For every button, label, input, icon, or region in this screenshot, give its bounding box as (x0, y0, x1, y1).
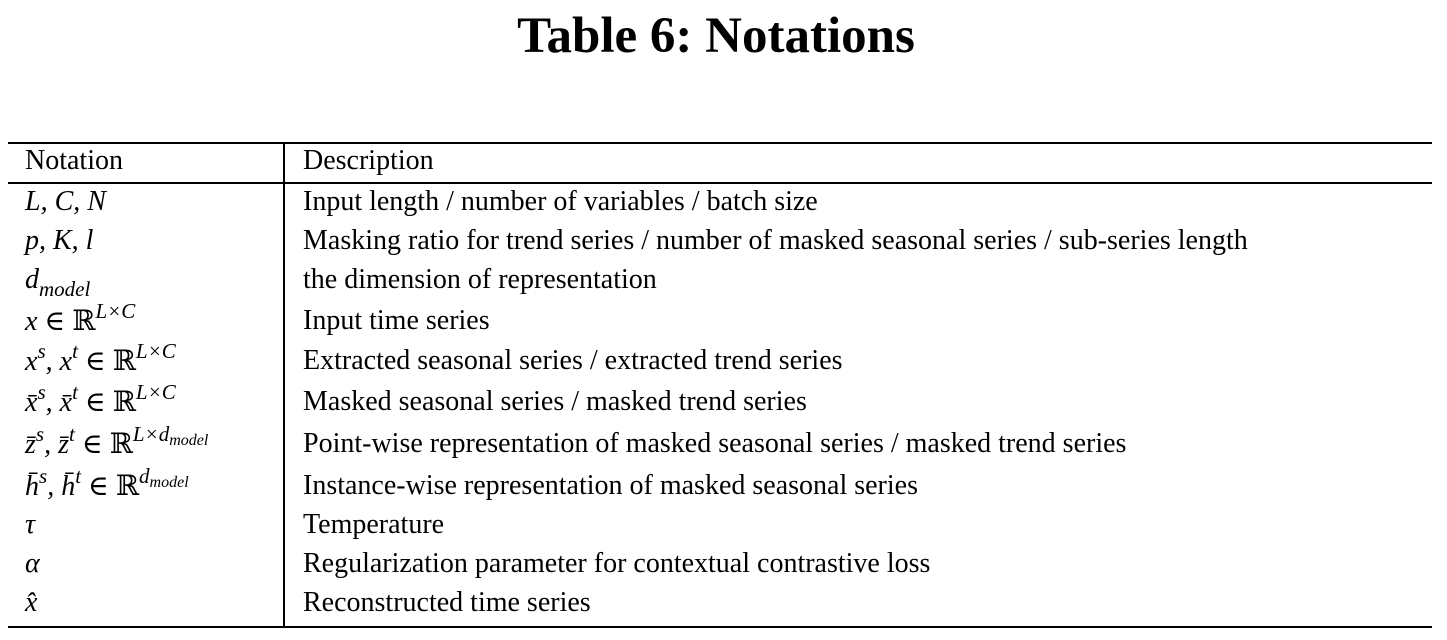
notation-cell-1: p, K, l (25, 225, 94, 256)
bottom-rule (8, 626, 1432, 628)
notation-cell-0: L, C, N (25, 186, 106, 217)
description-cell-10: Reconstructed time series (303, 587, 591, 618)
description-cell-5: Masked seasonal series / masked trend se… (303, 386, 807, 417)
header-description: Description (303, 145, 434, 176)
notation-table: Notation Description L, C, N Input lengt… (8, 142, 1432, 628)
notation-cell-7: h̄s, h̄t ∈ ℝdmodel (25, 464, 189, 502)
description-cell-4: Extracted seasonal series / extracted tr… (303, 345, 843, 376)
description-cell-2: the dimension of representation (303, 264, 657, 295)
table-title: Table 6: Notations (517, 8, 915, 64)
top-rule (8, 142, 1432, 144)
notation-cell-8: τ (25, 509, 36, 540)
header-rule (8, 182, 1432, 184)
notation-cell-10: x̂ (25, 587, 38, 618)
column-divider (283, 142, 285, 628)
description-cell-3: Input time series (303, 305, 490, 336)
description-cell-9: Regularization parameter for contextual … (303, 548, 931, 579)
notation-cell-9: α (25, 548, 40, 579)
notation-cell-2: dmodel (25, 264, 91, 301)
description-cell-6: Point-wise representation of masked seas… (303, 428, 1127, 459)
header-notation: Notation (25, 145, 123, 176)
notation-cell-5: x̄s, x̄t ∈ ℝL×C (25, 380, 176, 418)
description-cell-1: Masking ratio for trend series / number … (303, 225, 1248, 256)
description-cell-7: Instance-wise representation of masked s… (303, 470, 918, 501)
description-cell-0: Input length / number of variables / bat… (303, 186, 818, 217)
notation-cell-6: z̄s, z̄t ∈ ℝL×dmodel (25, 422, 209, 460)
description-cell-8: Temperature (303, 509, 445, 540)
notation-cell-4: xs, xt ∈ ℝL×C (25, 339, 176, 377)
notation-cell-3: x ∈ ℝL×C (25, 299, 136, 337)
